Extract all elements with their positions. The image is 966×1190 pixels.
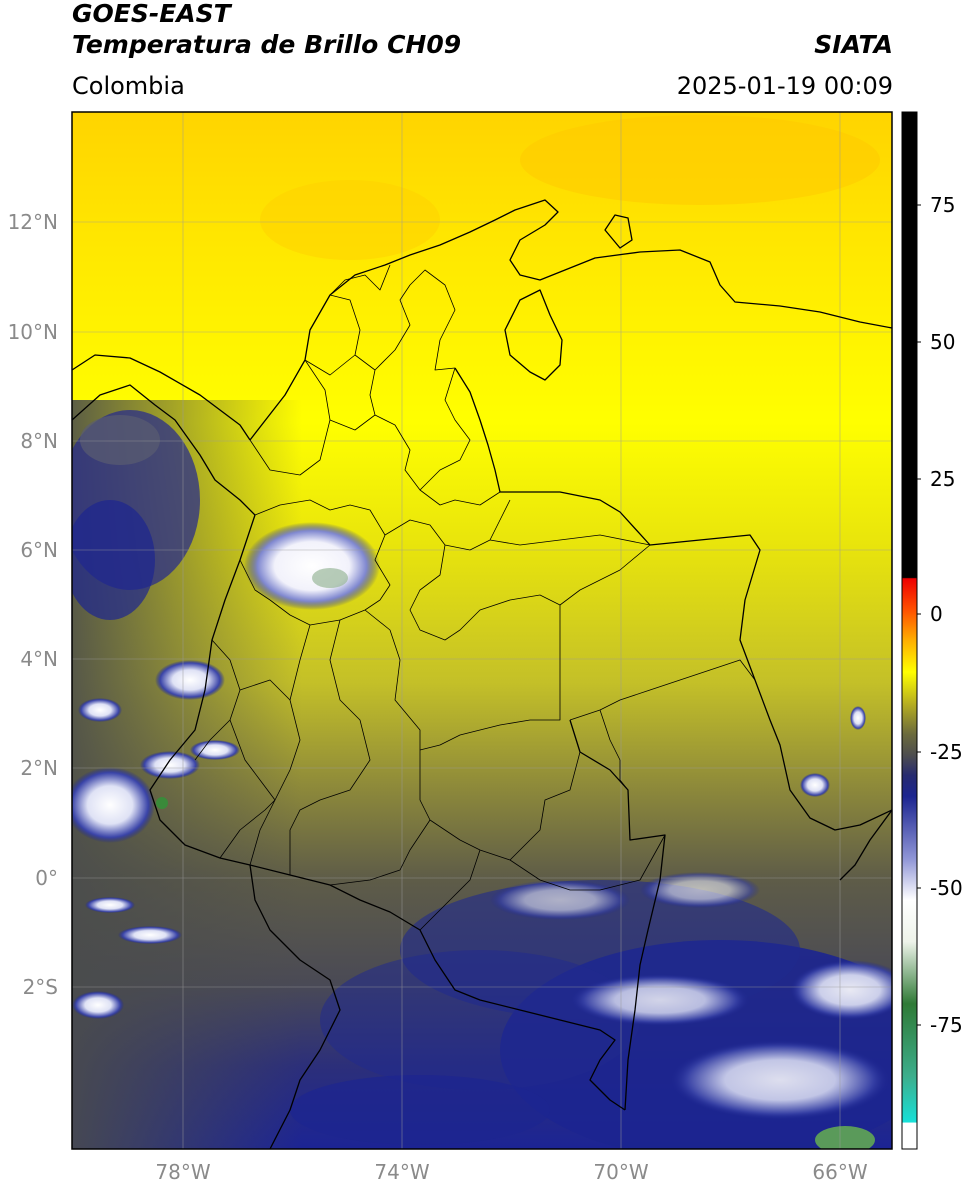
lat-tick-label: 2°S xyxy=(22,975,58,999)
colorbar-tick-marks xyxy=(917,204,921,1026)
colorbar-tick-label: 75 xyxy=(930,193,956,217)
lat-tick-label: 4°N xyxy=(20,647,58,671)
colorbar-tick-label: 0 xyxy=(930,602,943,626)
colorbar-frame xyxy=(901,111,918,1150)
colorbar-tick-label: 50 xyxy=(930,330,956,354)
colorbar-tick-label: 25 xyxy=(930,467,956,491)
region-label: Colombia xyxy=(72,72,185,100)
lon-tick-label: 66°W xyxy=(812,1160,868,1184)
department-borders xyxy=(194,264,756,931)
lat-tick-label: 10°N xyxy=(7,320,58,344)
lat-tick-label: 6°N xyxy=(20,538,58,562)
lat-tick-label: 0° xyxy=(35,866,58,890)
product-title: Temperatura de Brillo CH09 xyxy=(72,30,462,59)
lon-tick-label: 70°W xyxy=(593,1160,649,1184)
colorbar-scale xyxy=(902,112,917,1149)
lat-tick-label: 2°N xyxy=(20,756,58,780)
colorbar-tick-label: -75 xyxy=(930,1013,963,1037)
organization-label: SIATA xyxy=(814,30,893,59)
brightness-temperature-field xyxy=(72,112,892,1149)
satellite-title: GOES-EAST xyxy=(72,0,231,28)
colorbar-tick-label: -50 xyxy=(930,876,963,900)
lat-tick-label: 12°N xyxy=(7,210,58,234)
datetime-label: 2025-01-19 00:09 xyxy=(676,72,893,100)
map-frame xyxy=(71,111,893,1150)
map-gridlines xyxy=(72,112,892,1149)
colorbar-tick-label: -25 xyxy=(930,740,963,764)
lon-tick-label: 74°W xyxy=(374,1160,430,1184)
lat-tick-label: 8°N xyxy=(20,429,58,453)
lon-tick-label: 78°W xyxy=(155,1160,211,1184)
colorbar xyxy=(901,111,921,1150)
